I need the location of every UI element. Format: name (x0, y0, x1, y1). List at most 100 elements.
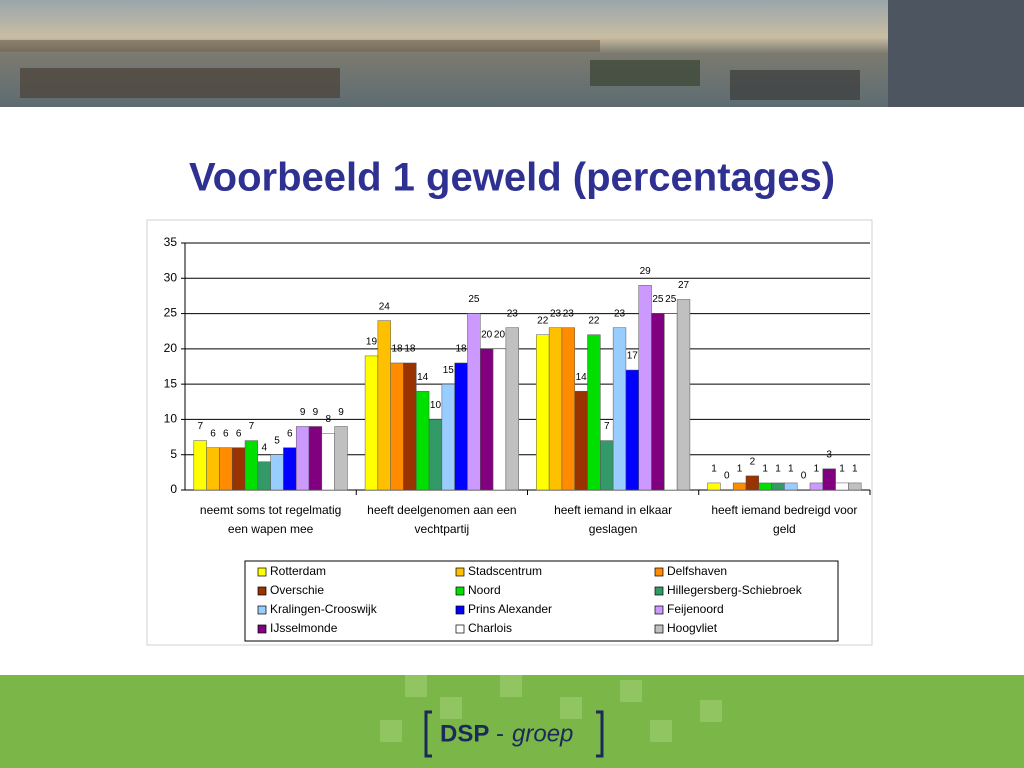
data-label: 23 (614, 308, 626, 319)
data-label: 25 (652, 294, 664, 305)
data-label: 1 (852, 464, 858, 475)
bar (809, 482, 824, 491)
data-label: 9 (338, 407, 344, 418)
legend-swatch (654, 624, 664, 634)
data-label: 20 (481, 329, 493, 340)
data-label: 2 (750, 457, 756, 468)
data-label: 22 (588, 315, 600, 326)
data-label: 1 (775, 464, 781, 475)
header-ship (730, 70, 860, 100)
legend-swatch (257, 567, 267, 577)
legend-label: Feijenoord (667, 602, 724, 616)
y-tick-label: 0 (170, 482, 177, 496)
legend-label: IJsselmonde (270, 621, 338, 635)
bar (334, 426, 348, 491)
footer-pattern (380, 675, 722, 742)
legend-swatch (654, 586, 664, 596)
logo-separator: - (496, 720, 504, 747)
data-label: 0 (801, 471, 807, 482)
bar (587, 334, 601, 491)
data-label: 1 (762, 464, 768, 475)
bar (600, 440, 614, 491)
bar (283, 447, 297, 491)
data-label: 6 (287, 428, 293, 439)
data-label: 7 (197, 421, 203, 432)
data-label: 22 (537, 315, 549, 326)
y-tick-label: 10 (164, 412, 178, 426)
bar (308, 426, 323, 491)
data-label: 6 (223, 428, 229, 439)
bar (771, 482, 785, 491)
data-label: 23 (507, 308, 519, 319)
data-label: 3 (826, 449, 832, 460)
bar (321, 433, 335, 491)
bar (732, 482, 747, 491)
x-tick-label: heeft deelgenomen aan een vechtpartij (367, 503, 517, 536)
data-label: 23 (550, 308, 562, 319)
legend-swatch (654, 567, 664, 577)
header-ship (20, 68, 340, 98)
bar (745, 475, 760, 491)
bar (219, 447, 233, 491)
data-label: 5 (274, 435, 280, 446)
bar (244, 440, 259, 491)
data-label: 24 (379, 301, 391, 312)
data-label: 25 (665, 294, 677, 305)
bar (548, 327, 563, 491)
legend-swatch (455, 567, 465, 577)
data-label: 14 (417, 372, 429, 383)
logo-suffix: groep (512, 720, 573, 747)
bar (403, 362, 417, 491)
bar (822, 468, 836, 491)
legend-swatch (654, 605, 664, 615)
data-label: 9 (300, 407, 306, 418)
x-tick-label: neemt soms tot regelmatig een wapen mee (199, 503, 342, 536)
bar (835, 482, 849, 491)
y-tick-label: 35 (164, 235, 178, 249)
legend-label: Noord (468, 583, 501, 597)
bar (467, 313, 481, 491)
legend-swatch (257, 586, 267, 596)
data-label: 19 (366, 337, 378, 348)
legend-swatch (257, 605, 267, 615)
legend-label: Stadscentrum (468, 564, 542, 578)
data-label: 15 (443, 365, 455, 376)
bar (364, 355, 379, 491)
legend-label: Charlois (468, 621, 512, 635)
bar (231, 447, 246, 491)
data-label: 25 (468, 294, 480, 305)
data-label: 9 (313, 407, 319, 418)
bar (561, 327, 575, 491)
bar (720, 489, 734, 491)
bar (193, 440, 207, 491)
bar (707, 482, 721, 491)
logo-name: DSP (440, 720, 489, 747)
data-label: 29 (640, 266, 652, 277)
data-label: 23 (563, 308, 575, 319)
bar (676, 299, 691, 491)
bar (758, 482, 772, 491)
bar (390, 362, 404, 491)
data-label: 20 (494, 329, 506, 340)
bar (638, 285, 652, 491)
data-label: 1 (814, 464, 820, 475)
bar (784, 482, 798, 491)
legend-label: Overschie (270, 583, 324, 597)
data-label: 1 (737, 464, 743, 475)
x-tick-label: heeft iemand in elkaar geslagen (554, 503, 673, 536)
bar (664, 313, 678, 491)
data-label: 4 (261, 442, 267, 453)
bar (480, 348, 494, 491)
data-label: 0 (724, 471, 730, 482)
bar (505, 327, 519, 491)
bar (295, 426, 310, 491)
y-tick-label: 25 (164, 306, 178, 320)
legend-swatch (455, 624, 465, 634)
data-label: 6 (236, 428, 242, 439)
bar (206, 447, 220, 491)
data-label: 18 (392, 344, 404, 355)
bar (625, 369, 639, 491)
bar (574, 390, 588, 491)
data-label: 6 (210, 428, 216, 439)
data-label: 18 (404, 344, 416, 355)
